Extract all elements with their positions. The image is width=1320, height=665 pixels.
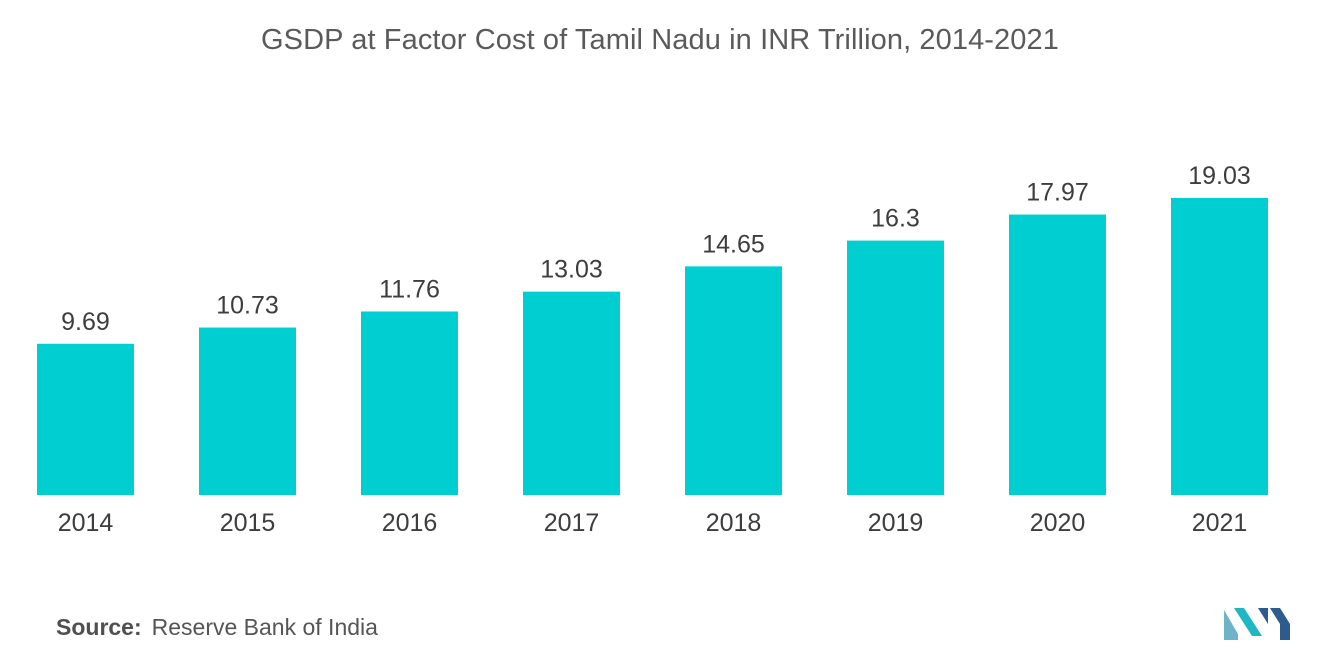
bar-2018 — [685, 266, 782, 495]
bar-2017 — [523, 291, 620, 495]
x-tick-label-2014: 2014 — [58, 509, 114, 537]
x-tick-label-2017: 2017 — [544, 509, 600, 537]
bar-2014 — [37, 343, 134, 495]
bar-2021 — [1171, 198, 1268, 495]
source-key: Source: — [56, 614, 142, 640]
x-tick-label-2015: 2015 — [220, 509, 276, 537]
chart-title: GSDP at Factor Cost of Tamil Nadu in INR… — [261, 24, 1059, 56]
value-label-2019: 16.3 — [871, 205, 920, 233]
value-label-2014: 9.69 — [61, 308, 110, 336]
x-tick-label-2020: 2020 — [1030, 509, 1086, 537]
value-label-2016: 11.76 — [379, 275, 440, 303]
logo-left-stroke — [1224, 610, 1238, 640]
bar-2019 — [847, 240, 944, 495]
mordor-intelligence-logo-icon — [1224, 608, 1290, 640]
bar-2016 — [361, 311, 458, 495]
x-tick-label-2019: 2019 — [868, 509, 924, 537]
value-label-2021: 19.03 — [1188, 162, 1251, 190]
x-tick-label-2018: 2018 — [706, 509, 762, 537]
value-label-2020: 17.97 — [1026, 179, 1089, 207]
bar-2020 — [1009, 214, 1106, 496]
source-line: Source: Reserve Bank of India — [56, 614, 378, 641]
value-label-2017: 13.03 — [540, 256, 603, 284]
logo-right-stroke-a — [1258, 608, 1268, 624]
x-tick-labels-layer: 2014 2015 2016 2017 2018 2019 2020 2021 — [58, 509, 1248, 537]
value-label-2018: 14.65 — [702, 230, 765, 258]
bars-layer — [37, 198, 1268, 496]
logo-middle-stroke — [1234, 608, 1262, 636]
source-text: Reserve Bank of India — [151, 614, 378, 640]
x-tick-label-2021: 2021 — [1192, 509, 1248, 537]
value-labels-layer: 9.69 10.73 11.76 13.03 14.65 16.3 17.97 19.03 — [61, 162, 1251, 336]
value-label-2015: 10.73 — [216, 292, 279, 320]
bar-2015 — [199, 327, 296, 495]
logo-right-stroke-b — [1270, 608, 1290, 640]
x-tick-label-2016: 2016 — [382, 509, 438, 537]
